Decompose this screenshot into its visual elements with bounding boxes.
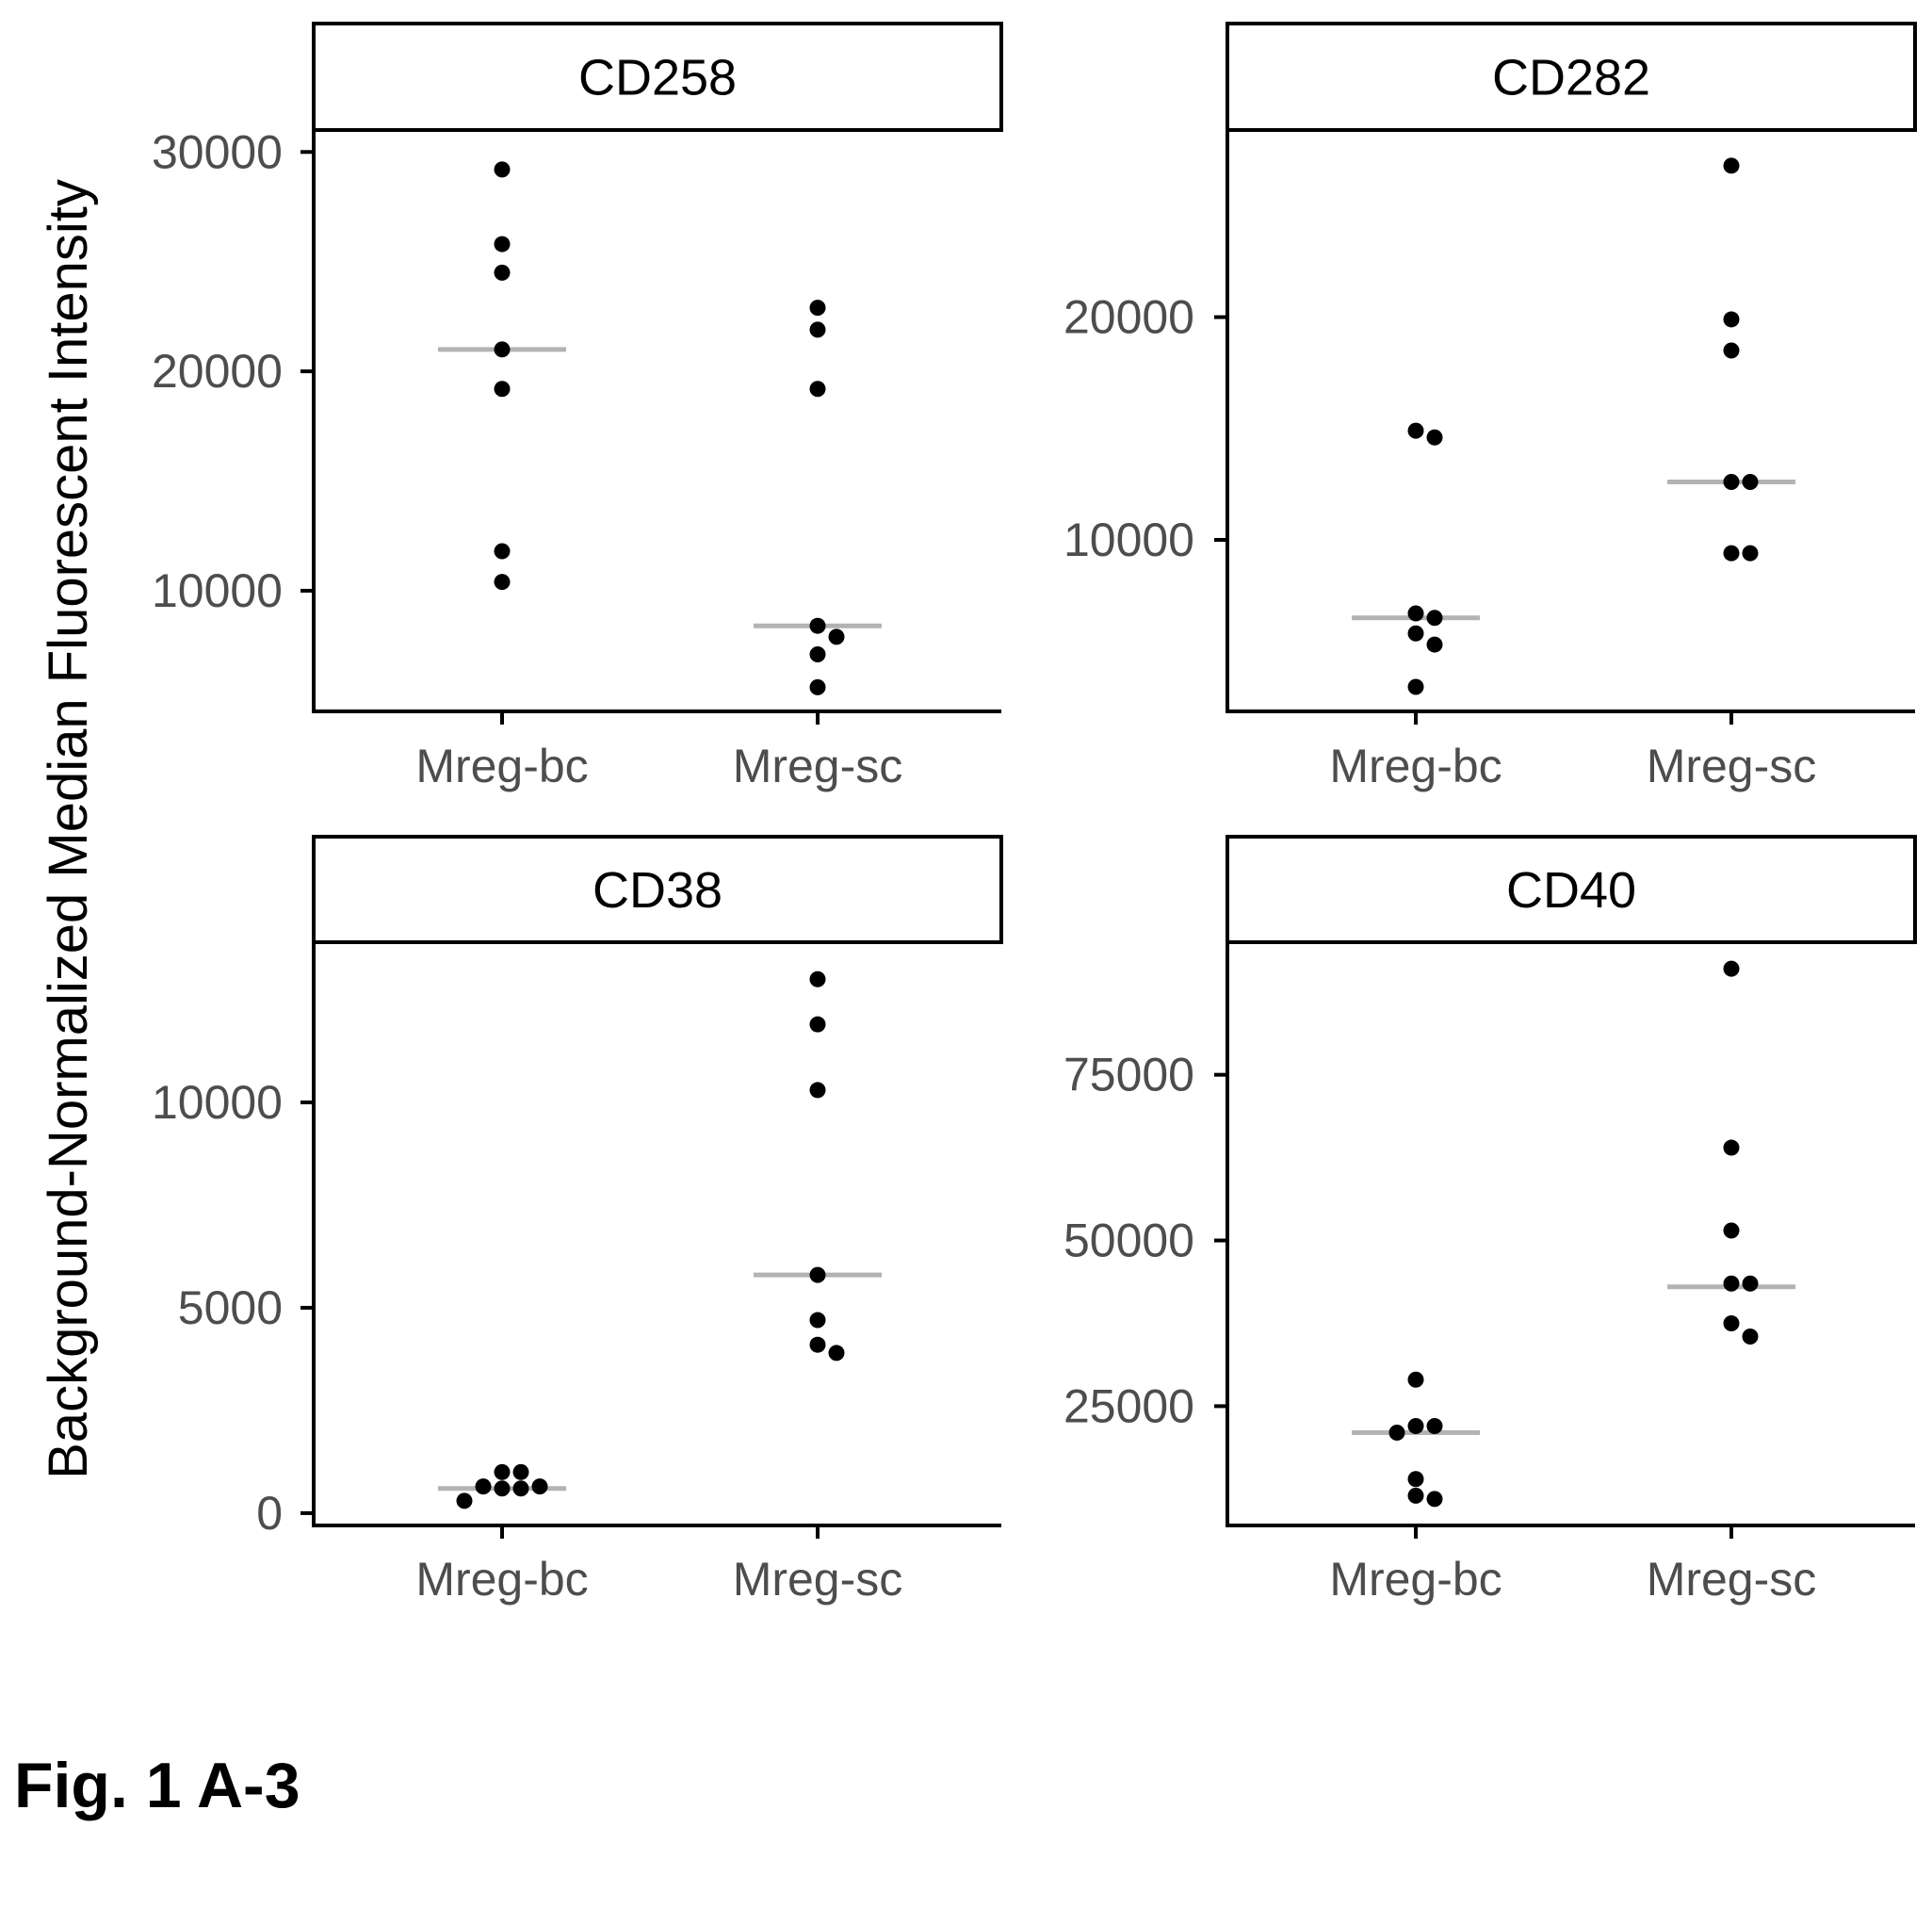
- data-point: [494, 341, 511, 358]
- strip-title: CD258: [578, 50, 737, 106]
- data-point: [809, 1312, 826, 1329]
- x-tick-label: Mreg-bc: [1329, 740, 1502, 792]
- data-point: [1742, 1275, 1759, 1292]
- strip-title: CD282: [1492, 50, 1650, 106]
- data-point: [1723, 311, 1740, 328]
- data-point: [1723, 960, 1740, 977]
- strip-title: CD40: [1506, 862, 1636, 919]
- data-point: [494, 543, 511, 560]
- x-tick-label: Mreg-sc: [1647, 1553, 1817, 1606]
- y-tick-label: 50000: [1063, 1215, 1194, 1267]
- data-point: [494, 236, 511, 253]
- data-point: [1407, 1487, 1424, 1504]
- facet-panels: CD258 10000 20000 30000 Mreg-bc Mreg-sc CD282 1…: [152, 22, 1917, 1606]
- y-tick-label: 30000: [152, 125, 283, 178]
- strip-header: [1226, 835, 1917, 944]
- facet-panel-cd258: CD258 10000 20000 30000 Mreg-bc Mreg-sc: [152, 22, 1003, 792]
- x-tick-label: Mreg-bc: [1329, 1553, 1502, 1606]
- facet-panel-cd282: CD282 10000 20000 Mreg-bc Mreg-sc: [1063, 22, 1917, 792]
- data-point: [1742, 474, 1759, 491]
- y-tick-label: 20000: [152, 345, 283, 398]
- data-point: [1407, 678, 1424, 695]
- data-point: [1723, 157, 1740, 174]
- data-point: [1723, 1275, 1740, 1292]
- y-tick-label: 10000: [152, 564, 283, 617]
- data-point: [809, 678, 826, 695]
- data-point: [809, 617, 826, 634]
- data-point: [1407, 422, 1424, 439]
- data-point: [456, 1492, 473, 1509]
- data-point: [809, 970, 826, 987]
- data-point: [1407, 625, 1424, 642]
- data-point: [1723, 1222, 1740, 1239]
- data-point: [531, 1478, 548, 1495]
- strip-header: [1226, 22, 1917, 132]
- data-point: [1407, 1471, 1424, 1488]
- data-point: [1426, 1491, 1443, 1508]
- data-point: [809, 300, 826, 317]
- y-tick-label: 0: [256, 1487, 283, 1540]
- data-point: [1742, 545, 1759, 562]
- y-tick-label: 25000: [1063, 1379, 1194, 1432]
- data-point: [494, 264, 511, 281]
- strip-title: CD38: [593, 862, 722, 919]
- data-point: [1742, 1329, 1759, 1345]
- data-point: [809, 1016, 826, 1033]
- data-point: [1723, 342, 1740, 359]
- data-point: [475, 1478, 492, 1495]
- data-point: [809, 1082, 826, 1099]
- data-point: [828, 1345, 845, 1362]
- x-tick-label: Mreg-bc: [415, 1553, 588, 1606]
- data-point: [809, 381, 826, 398]
- data-point: [494, 161, 511, 178]
- data-point: [809, 321, 826, 338]
- data-point: [494, 574, 511, 591]
- data-point: [1426, 429, 1443, 446]
- data-point: [1407, 1371, 1424, 1388]
- y-tick-label: 20000: [1063, 291, 1194, 344]
- data-point: [1723, 545, 1740, 562]
- x-tick-label: Mreg-sc: [733, 740, 903, 792]
- y-axis-label: Background-Normalized Median Fluorescent…: [38, 179, 99, 1479]
- y-tick-label: 10000: [152, 1076, 283, 1129]
- data-point: [1723, 1314, 1740, 1331]
- data-point: [512, 1463, 529, 1480]
- data-point: [809, 1266, 826, 1283]
- data-point: [809, 645, 826, 662]
- y-tick-label: 5000: [178, 1281, 283, 1334]
- x-tick-label: Mreg-sc: [1647, 740, 1817, 792]
- data-point: [828, 628, 845, 645]
- data-point: [1426, 610, 1443, 627]
- x-tick-label: Mreg-bc: [415, 740, 588, 792]
- strip-header: [312, 835, 1003, 944]
- y-tick-label: 10000: [1063, 514, 1194, 566]
- facet-panel-cd38: CD38 0 5000 10000 Mreg-bc Mreg-sc: [152, 835, 1003, 1606]
- data-point: [1723, 474, 1740, 491]
- data-point: [1407, 1417, 1424, 1434]
- facet-panel-cd40: CD40 25000 50000 75000 Mreg-bc Mreg-sc: [1063, 835, 1917, 1606]
- data-point: [494, 1480, 511, 1497]
- data-point: [1388, 1425, 1405, 1442]
- data-point: [1407, 605, 1424, 622]
- strip-header: [312, 22, 1003, 132]
- x-tick-label: Mreg-sc: [733, 1553, 903, 1606]
- data-point: [494, 381, 511, 398]
- data-point: [494, 1463, 511, 1480]
- y-tick-label: 75000: [1063, 1049, 1194, 1101]
- data-point: [809, 1336, 826, 1353]
- data-point: [1426, 1417, 1443, 1434]
- data-point: [1723, 1139, 1740, 1156]
- data-point: [1426, 636, 1443, 653]
- data-point: [512, 1480, 529, 1497]
- figure-label: Fig. 1 A-3: [14, 1750, 300, 1821]
